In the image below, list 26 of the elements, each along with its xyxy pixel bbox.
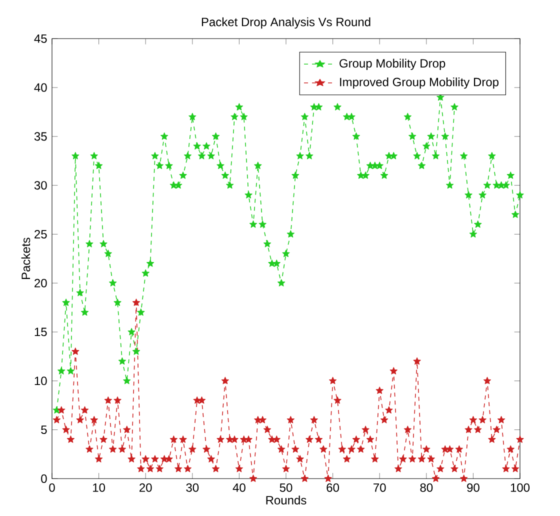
y-tick-label: 10 xyxy=(34,376,47,386)
legend-label: Improved Group Mobility Drop xyxy=(340,77,498,89)
x-tick-label: 70 xyxy=(374,483,386,492)
legend-label: Group Mobility Drop xyxy=(340,58,446,70)
x-tick-label: 90 xyxy=(467,483,480,492)
x-tick-label: 50 xyxy=(280,483,292,492)
x-tick-label: 10 xyxy=(93,483,106,492)
x-tick-label: 20 xyxy=(140,483,152,492)
x-tick-label: 30 xyxy=(186,483,199,492)
y-tick-label: 5 xyxy=(41,426,47,434)
x-tick-label: 40 xyxy=(232,483,246,492)
x-tick-label: 0 xyxy=(49,483,55,492)
y-tick-label: 15 xyxy=(34,328,47,336)
chart-title: Packet Drop Analysis Vs Round xyxy=(202,17,370,29)
x-tick-label: 80 xyxy=(420,483,433,492)
y-tick-label: 20 xyxy=(34,278,47,288)
y-tick-label: 25 xyxy=(34,230,47,238)
y-axis-title: Packets xyxy=(21,238,30,280)
y-tick-label: 0 xyxy=(41,474,47,483)
x-tick-label: 100 xyxy=(510,483,530,492)
y-tick-label: 45 xyxy=(34,34,47,43)
x-tick-label: 60 xyxy=(326,483,340,492)
y-tick-label: 40 xyxy=(34,83,47,92)
y-tick-label: 30 xyxy=(34,181,47,190)
y-tick-label: 35 xyxy=(34,132,47,141)
x-axis-title: Rounds xyxy=(266,496,306,504)
